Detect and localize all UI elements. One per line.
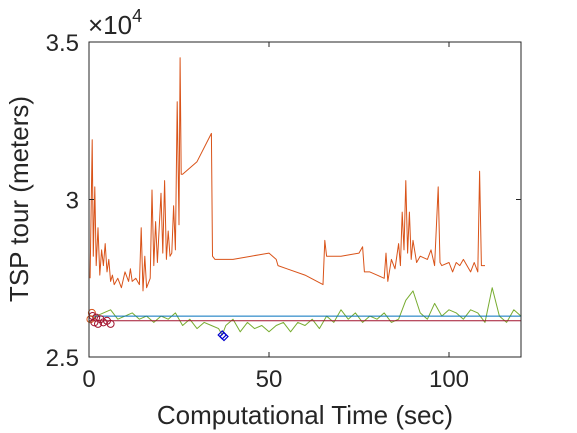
marker-layer bbox=[86, 308, 229, 342]
marker-2-1 bbox=[219, 331, 229, 342]
y-exponent-label: ×104 bbox=[88, 6, 142, 40]
marker-0-1 bbox=[87, 308, 96, 317]
marker-1-5 bbox=[99, 318, 108, 327]
marker-1-1 bbox=[90, 318, 99, 327]
y-tick-label-0: 2.5 bbox=[46, 345, 79, 372]
plot-background bbox=[89, 42, 521, 357]
x-axis-label: Computational Time (sec) bbox=[157, 400, 453, 430]
y-axis-label: TSP tour (meters) bbox=[4, 96, 34, 302]
y-multiplier-text: ×10 bbox=[88, 10, 132, 40]
series-layer bbox=[88, 57, 522, 336]
y-tick-label-1: 3 bbox=[66, 188, 79, 215]
y-multiplier-exponent: 4 bbox=[132, 6, 142, 26]
x-tick-label-2: 100 bbox=[429, 366, 469, 393]
series-line-1 bbox=[88, 287, 522, 336]
x-ticks: 0 50 100 bbox=[82, 42, 469, 393]
y-tick-label-2: 3.5 bbox=[46, 30, 79, 57]
marker-1-3 bbox=[94, 319, 102, 328]
x-tick-label-0: 0 bbox=[82, 366, 95, 393]
y-ticks: 2.5 3 3.5 bbox=[46, 30, 521, 372]
marker-1-7 bbox=[106, 319, 115, 328]
series-line-0 bbox=[89, 57, 485, 292]
x-tick-label-1: 50 bbox=[256, 366, 283, 393]
